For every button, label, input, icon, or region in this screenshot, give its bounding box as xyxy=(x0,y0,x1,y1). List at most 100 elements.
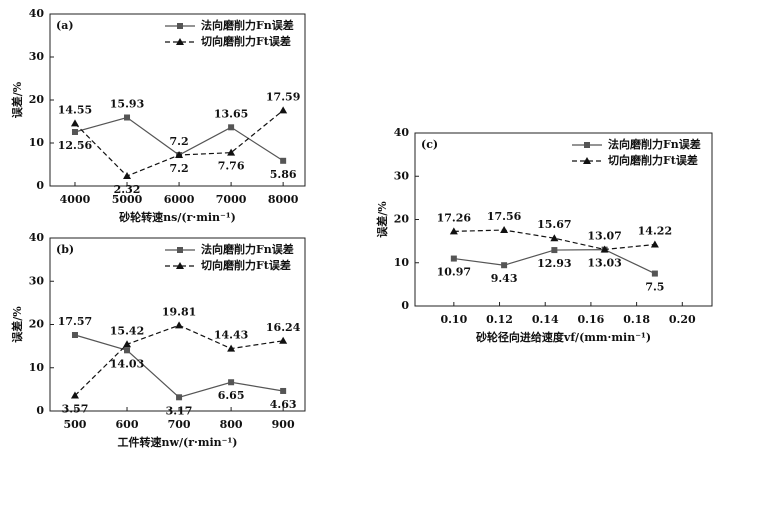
x-tick-label: 7000 xyxy=(216,193,247,206)
y-axis-label: 误差/% xyxy=(10,306,24,343)
marker xyxy=(227,148,236,156)
value-label: 6.65 xyxy=(218,389,245,402)
y-tick-label: 40 xyxy=(29,231,45,244)
x-tick-label: 5000 xyxy=(112,193,143,206)
marker xyxy=(71,332,78,339)
marker xyxy=(70,119,79,127)
value-label: 14.43 xyxy=(214,329,248,342)
marker xyxy=(584,142,590,148)
marker xyxy=(124,114,131,121)
x-tick-label: 0.10 xyxy=(440,313,467,326)
series-line xyxy=(74,334,284,398)
marker xyxy=(71,128,78,135)
marker xyxy=(124,347,131,354)
value-label: 15.42 xyxy=(110,324,144,337)
x-tick-label: 700 xyxy=(168,418,191,431)
marker xyxy=(123,172,132,180)
x-tick-label: 800 xyxy=(220,418,243,431)
legend-label: 法向磨削力Fn误差 xyxy=(201,18,294,32)
value-label: 13.07 xyxy=(587,229,621,242)
x-tick-label: 0.16 xyxy=(578,313,605,326)
value-label: 17.57 xyxy=(58,315,92,328)
x-tick-label: 600 xyxy=(116,418,139,431)
value-label: 4.63 xyxy=(270,398,297,411)
marker xyxy=(175,151,184,159)
marker xyxy=(70,391,79,399)
series-line xyxy=(453,229,655,251)
value-label: 14.22 xyxy=(638,224,672,237)
y-tick-label: 20 xyxy=(29,93,45,106)
marker xyxy=(227,344,236,352)
y-tick-label: 0 xyxy=(36,404,44,417)
marker xyxy=(280,157,287,164)
marker xyxy=(550,234,559,242)
marker xyxy=(600,245,609,253)
y-tick-label: 10 xyxy=(394,256,410,269)
x-tick-label: 500 xyxy=(63,418,86,431)
marker xyxy=(279,106,288,114)
value-label: 15.67 xyxy=(537,218,571,231)
marker xyxy=(650,240,659,248)
marker xyxy=(450,255,457,262)
value-label: 9.43 xyxy=(491,272,518,285)
value-label: 3.57 xyxy=(62,403,89,416)
marker xyxy=(177,247,183,253)
y-tick-label: 40 xyxy=(29,7,45,20)
x-tick-label: 6000 xyxy=(164,193,195,206)
value-label: 16.24 xyxy=(266,321,301,334)
y-tick-label: 20 xyxy=(394,213,410,226)
value-label: 12.93 xyxy=(537,257,571,270)
value-label: 17.59 xyxy=(266,90,300,103)
marker xyxy=(176,38,184,45)
x-tick-label: 0.20 xyxy=(669,313,696,326)
panel-label: (c) xyxy=(421,138,438,151)
y-tick-label: 30 xyxy=(29,274,45,287)
marker xyxy=(228,379,235,386)
value-label: 7.2 xyxy=(169,162,188,175)
marker xyxy=(175,321,184,329)
x-tick-label: 0.12 xyxy=(486,313,513,326)
marker xyxy=(279,336,288,344)
value-label: 17.26 xyxy=(437,211,472,224)
value-label: 10.97 xyxy=(437,266,471,279)
marker xyxy=(651,270,658,277)
panel-label: (b) xyxy=(56,243,74,256)
y-tick-label: 40 xyxy=(394,126,410,139)
legend-label: 法向磨削力Fn误差 xyxy=(201,242,294,256)
x-tick-label: 900 xyxy=(272,418,295,431)
y-tick-label: 30 xyxy=(29,50,45,63)
value-label: 13.65 xyxy=(214,107,248,120)
y-tick-label: 10 xyxy=(29,136,45,149)
legend-label: 切向磨削力Ft误差 xyxy=(201,258,291,272)
value-label: 13.03 xyxy=(587,257,621,270)
legend-label: 切向磨削力Ft误差 xyxy=(608,153,698,167)
x-tick-label: 4000 xyxy=(60,193,91,206)
marker xyxy=(123,340,132,348)
x-axis-label: 砂轮径向进给速度vf/(mm·min⁻¹) xyxy=(476,330,651,344)
y-tick-label: 30 xyxy=(394,169,410,182)
marker xyxy=(177,23,183,29)
x-tick-label: 8000 xyxy=(268,193,299,206)
y-axis-label: 误差/% xyxy=(10,81,24,118)
series-line xyxy=(74,324,284,396)
value-label: 3.17 xyxy=(166,404,193,417)
x-axis-label: 砂轮转速ns/(r·min⁻¹) xyxy=(119,210,236,224)
marker xyxy=(449,227,458,235)
value-label: 7.2 xyxy=(169,135,188,148)
value-label: 15.93 xyxy=(110,98,144,111)
marker xyxy=(500,226,509,234)
value-label: 12.56 xyxy=(58,139,93,152)
y-tick-label: 10 xyxy=(29,361,45,374)
value-label: 14.03 xyxy=(110,357,144,370)
y-tick-label: 20 xyxy=(29,318,45,331)
marker xyxy=(280,387,287,394)
value-label: 19.81 xyxy=(162,305,196,318)
marker xyxy=(176,394,183,401)
value-label: 5.86 xyxy=(270,168,297,181)
marker xyxy=(583,157,591,164)
y-tick-label: 0 xyxy=(401,299,409,312)
x-tick-label: 0.14 xyxy=(532,313,559,326)
marker xyxy=(551,247,558,254)
marker xyxy=(176,262,184,269)
